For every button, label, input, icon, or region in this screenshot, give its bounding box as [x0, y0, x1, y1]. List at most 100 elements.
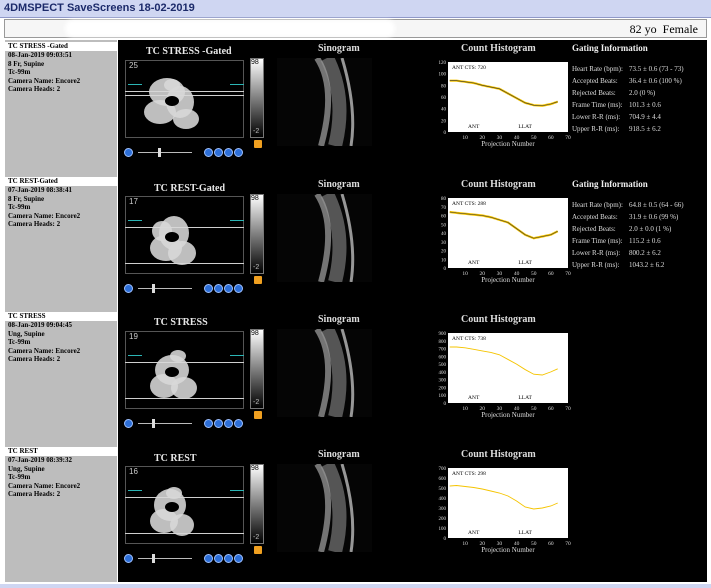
study-title: TC REST	[154, 453, 197, 464]
play-icon[interactable]	[214, 419, 223, 428]
x-tick-label: 40	[514, 135, 520, 141]
series-line	[449, 485, 558, 510]
first-frame-icon[interactable]	[204, 419, 213, 428]
cine-controls	[124, 148, 250, 158]
pause-icon[interactable]	[224, 554, 233, 563]
dataset-label[interactable]: TC STRESS	[5, 312, 117, 321]
cyan-marker	[128, 84, 142, 85]
frame-slider-track[interactable]	[138, 423, 192, 424]
image-frame	[125, 196, 244, 274]
next-frame-icon[interactable]	[234, 148, 243, 157]
lock-icon[interactable]	[254, 546, 262, 554]
scale-min: -2	[253, 534, 260, 541]
gated-image-viewer[interactable]: 17	[122, 193, 248, 279]
myocardium-blobs	[150, 216, 196, 265]
patient-age: 82 yo	[629, 22, 657, 36]
gated-image-viewer[interactable]: 19	[122, 328, 248, 414]
acquisition-date: 07-Jan-2019 08:39:32	[8, 456, 72, 464]
sinogram-band	[320, 325, 347, 419]
sinogram-title: Sinogram	[318, 43, 360, 54]
y-tick-label: 300	[439, 507, 447, 512]
next-frame-icon[interactable]	[234, 419, 243, 428]
prev-frame-icon[interactable]	[124, 419, 133, 428]
lock-icon[interactable]	[254, 276, 262, 284]
dataset-sidebar	[5, 40, 117, 582]
x-tick-label: 50	[531, 541, 537, 547]
pause-icon[interactable]	[224, 148, 233, 157]
frame-slider-track[interactable]	[138, 288, 192, 289]
myocardium-blobs	[150, 350, 197, 399]
dataset-info: TC REST 07-Jan-2019 08:39:32 Ung, Supine Tc…	[5, 447, 117, 499]
uptake-region	[164, 79, 180, 91]
prev-frame-icon[interactable]	[124, 284, 133, 293]
play-icon[interactable]	[214, 554, 223, 563]
lock-icon[interactable]	[254, 140, 262, 148]
uptake-region	[166, 487, 182, 499]
y-tick-label: 700	[439, 467, 447, 472]
gated-image-viewer[interactable]: 25	[122, 57, 248, 143]
cavity-region	[165, 367, 179, 377]
next-frame-icon[interactable]	[234, 554, 243, 563]
series-line	[449, 346, 558, 376]
gating-item-value: 800.2 ± 6.2	[629, 249, 661, 257]
y-tick-label: 700	[439, 348, 447, 353]
plot-area	[448, 468, 568, 538]
uptake-region	[171, 377, 197, 399]
first-frame-icon[interactable]	[204, 284, 213, 293]
cyan-marker	[128, 490, 142, 491]
gating-item-key: Upper R-R (ms):	[572, 261, 620, 269]
gating-item: Lower R-R (ms): 704.9 ± 4.4	[572, 113, 707, 125]
pause-icon[interactable]	[224, 419, 233, 428]
gating-item: Heart Rate (bpm): 73.5 ± 0.6 (73 - 73)	[572, 65, 707, 77]
gating-item-key: Rejected Beats:	[572, 89, 616, 97]
y-tick-label: 900	[439, 332, 447, 337]
gated-image-viewer[interactable]: 16	[122, 463, 248, 549]
y-tick-label: 0	[444, 131, 447, 136]
gating-item: Upper R-R (ms): 918.5 ± 6.2	[572, 125, 707, 137]
play-icon[interactable]	[214, 284, 223, 293]
frame-slider-thumb[interactable]	[158, 148, 161, 157]
frame-number: 17	[129, 197, 138, 206]
frame-slider-track[interactable]	[138, 152, 192, 153]
first-frame-icon[interactable]	[204, 554, 213, 563]
gating-item-key: Lower R-R (ms):	[572, 249, 621, 257]
pause-icon[interactable]	[224, 284, 233, 293]
gating-item-value: 115.2 ± 0.6	[629, 237, 661, 245]
series-line-core	[449, 211, 558, 239]
x-tick-label: 60	[548, 135, 554, 141]
uptake-region	[144, 100, 176, 124]
next-frame-icon[interactable]	[234, 284, 243, 293]
first-frame-icon[interactable]	[204, 148, 213, 157]
gating-item-key: Heart Rate (bpm):	[572, 201, 623, 209]
x-tick-label: 10	[462, 541, 468, 547]
dataset-label[interactable]: TC STRESS -Gated	[5, 42, 117, 51]
cyan-marker	[230, 355, 244, 356]
frame-slider-thumb[interactable]	[152, 419, 155, 428]
camera-heads: Camera Heads: 2	[8, 85, 61, 94]
dataset-label[interactable]: TC REST	[5, 447, 117, 456]
prev-frame-icon[interactable]	[124, 148, 133, 157]
cyan-marker	[230, 490, 244, 491]
prev-frame-icon[interactable]	[124, 554, 133, 563]
scale-max: 98	[251, 195, 259, 202]
gating-item-key: Frame Time (ms):	[572, 237, 623, 245]
frame-slider-thumb[interactable]	[152, 554, 155, 563]
gating-item: Upper R-R (ms): 1043.2 ± 6.2	[572, 261, 707, 273]
y-tick-label: 60	[441, 215, 447, 220]
y-tick-label: 20	[441, 250, 447, 255]
y-tick-label: 100	[439, 73, 447, 78]
sinogram-band	[320, 190, 347, 284]
y-tick-label: 600	[439, 477, 447, 482]
frame-slider-track[interactable]	[138, 558, 192, 559]
gating-item: Rejected Beats: 2.0 (0 %)	[572, 89, 707, 101]
x-tick-label: 10	[462, 271, 468, 277]
cyan-marker	[128, 355, 142, 356]
gating-item-value: 31.9 ± 0.6 (99 %)	[629, 213, 679, 221]
y-tick-label: 0	[444, 267, 447, 272]
image-frame	[125, 60, 244, 138]
play-icon[interactable]	[214, 148, 223, 157]
frame-slider-thumb[interactable]	[152, 284, 155, 293]
lock-icon[interactable]	[254, 411, 262, 419]
dataset-label[interactable]: TC REST-Gated	[5, 177, 117, 186]
acquisition-date: 08-Jan-2019 09:04:45	[8, 321, 72, 329]
